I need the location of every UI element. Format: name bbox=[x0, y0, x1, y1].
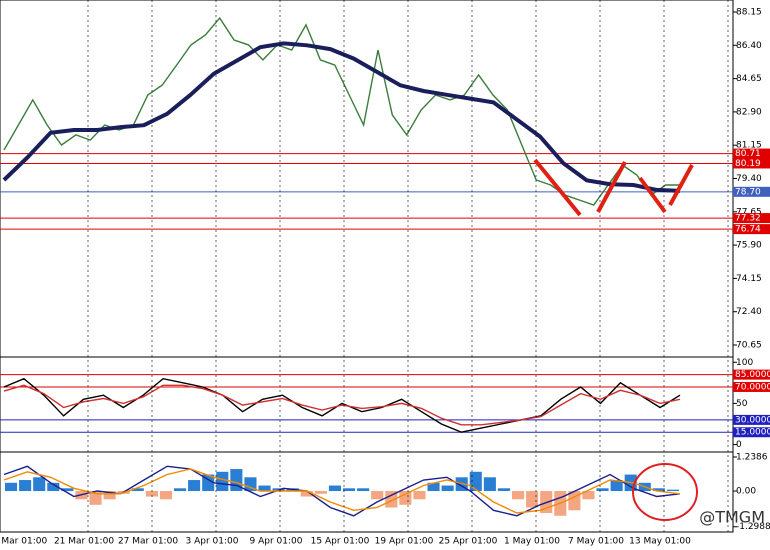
y-tick-label: 79.40 bbox=[736, 174, 762, 184]
y-tick-label: 70.65 bbox=[736, 341, 762, 351]
histogram-bar bbox=[300, 491, 313, 497]
arrow bbox=[638, 176, 667, 214]
histogram-bar bbox=[413, 491, 426, 500]
histogram-bar bbox=[174, 488, 187, 492]
x-tick-label: 3 Apr 01:00 bbox=[186, 537, 239, 547]
annotations bbox=[533, 158, 694, 217]
y-tick-label: 1.2386 bbox=[736, 452, 768, 462]
histogram-bar bbox=[512, 491, 525, 500]
x-tick-label: 15 Apr 01:00 bbox=[311, 537, 370, 547]
plot-frame bbox=[0, 0, 734, 533]
x-tick-label: 27 Mar 01:00 bbox=[118, 537, 178, 547]
y-tick-label: -1.2988 bbox=[736, 522, 770, 532]
level-label: 77.32 bbox=[735, 214, 761, 224]
histogram-bar bbox=[441, 485, 454, 492]
level-label: 15.0000 bbox=[735, 428, 770, 438]
level-label-box bbox=[733, 414, 770, 425]
series-line bbox=[3, 384, 681, 426]
y-tick-label: 72.40 bbox=[736, 307, 762, 317]
y-tick-label: 75.90 bbox=[736, 241, 762, 251]
level-label: 78.70 bbox=[735, 187, 761, 197]
histogram-bar bbox=[469, 471, 482, 492]
level-label-box bbox=[733, 224, 770, 235]
histogram-bar bbox=[427, 482, 440, 492]
level-label-box bbox=[733, 381, 770, 392]
y-tick-label: 81.15 bbox=[736, 141, 762, 151]
level-label-box bbox=[733, 186, 770, 197]
y-tick-label: 50 bbox=[736, 399, 748, 409]
x-tick-label: 25 Apr 01:00 bbox=[439, 537, 498, 547]
x-tick-label: 7 May 01:00 bbox=[568, 537, 624, 547]
histogram-bar bbox=[483, 477, 496, 492]
y-tick-label: 0.00 bbox=[736, 487, 756, 497]
highlight-circle bbox=[632, 463, 698, 521]
histogram-bar bbox=[385, 491, 398, 508]
histogram-bar bbox=[5, 482, 18, 492]
y-tick-label: 74.15 bbox=[736, 274, 762, 284]
level-label-box bbox=[733, 213, 770, 224]
y-tick-label: 77.65 bbox=[736, 207, 762, 217]
histogram-bar bbox=[371, 491, 384, 500]
y-tick-label: 86.40 bbox=[736, 41, 762, 51]
histogram-bar bbox=[258, 485, 271, 492]
x-tick-label: 13 May 01:00 bbox=[629, 537, 691, 547]
histogram-bar bbox=[582, 491, 595, 500]
histogram-bar bbox=[61, 488, 74, 492]
histogram-bar bbox=[314, 491, 327, 494]
level-label: 76.74 bbox=[735, 225, 761, 235]
histogram-bar bbox=[103, 491, 116, 500]
y-tick-label: 84.65 bbox=[736, 74, 762, 84]
histogram-bar bbox=[47, 482, 60, 492]
x-tick-label: 5 Mar 01:00 bbox=[0, 537, 47, 547]
level-label: 80.19 bbox=[735, 159, 761, 169]
level-label-box bbox=[733, 158, 770, 169]
x-tick-label: 21 Mar 01:00 bbox=[54, 537, 114, 547]
x-tick-label: 9 Apr 01:00 bbox=[250, 537, 303, 547]
histogram-bar bbox=[244, 477, 257, 492]
level-label: 30.0000 bbox=[735, 415, 770, 425]
histogram-bar bbox=[357, 488, 370, 492]
histogram-bar bbox=[328, 485, 341, 492]
histogram-bar bbox=[159, 491, 172, 500]
histogram-bar bbox=[526, 491, 539, 508]
histogram-bar bbox=[666, 489, 679, 492]
series-line bbox=[3, 377, 681, 433]
y-tick-label: 0 bbox=[736, 440, 742, 450]
y-tick-label: 100 bbox=[736, 358, 753, 368]
histogram-bar bbox=[188, 480, 201, 492]
histogram-bar bbox=[202, 474, 215, 492]
x-tick-label: 1 May 01:00 bbox=[504, 537, 560, 547]
arrow bbox=[533, 158, 582, 217]
histogram-bar bbox=[33, 477, 46, 492]
level-label: 85.0000 bbox=[735, 370, 770, 380]
histogram-bar bbox=[596, 488, 609, 492]
x-tick-label: 19 Apr 01:00 bbox=[375, 537, 434, 547]
histogram-bar bbox=[652, 488, 665, 492]
y-tick-label: 88.15 bbox=[736, 7, 762, 17]
arrow bbox=[596, 161, 627, 213]
level-label-box bbox=[733, 148, 770, 159]
series-line bbox=[2, 41, 681, 193]
histogram-bar bbox=[145, 491, 158, 497]
histogram-bar bbox=[399, 491, 412, 505]
watermark: @TMGM bbox=[699, 508, 765, 527]
histogram-bar bbox=[216, 471, 229, 492]
level-label: 70.0000 bbox=[735, 382, 770, 392]
histogram-bar bbox=[343, 488, 356, 492]
histogram-bar bbox=[19, 480, 32, 492]
y-tick-label: 82.90 bbox=[736, 107, 762, 117]
level-label-box bbox=[733, 369, 770, 380]
arrow bbox=[668, 164, 694, 206]
histogram-bar bbox=[497, 488, 510, 492]
histogram-bar bbox=[610, 480, 623, 492]
level-label-box bbox=[733, 427, 770, 438]
histogram-bar bbox=[131, 488, 144, 492]
series-line bbox=[3, 468, 681, 514]
level-label: 80.71 bbox=[735, 149, 761, 159]
